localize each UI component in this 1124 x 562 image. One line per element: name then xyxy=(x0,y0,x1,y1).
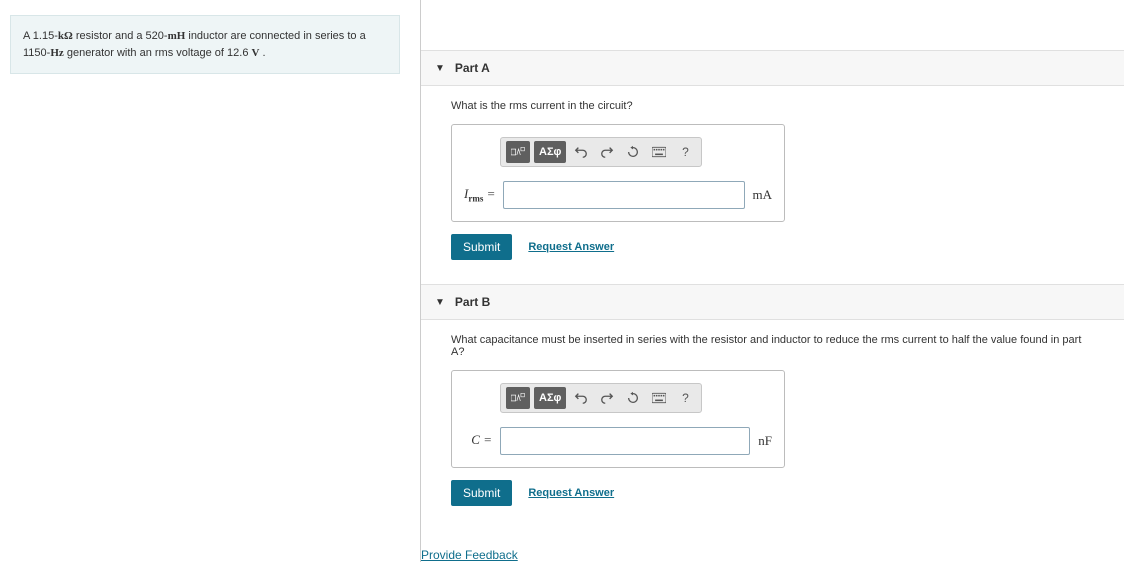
part-a-header[interactable]: ▼ Part A xyxy=(421,50,1124,86)
part-a-input[interactable] xyxy=(503,181,744,209)
reset-button[interactable] xyxy=(622,387,644,409)
part-b-header[interactable]: ▼ Part B xyxy=(421,284,1124,320)
part-b-unit: nF xyxy=(758,433,772,449)
part-b-request-answer-link[interactable]: Request Answer xyxy=(528,487,614,499)
problem-text-4: generator with an rms voltage of 12.6 xyxy=(64,47,252,59)
undo-button[interactable] xyxy=(570,141,592,163)
part-a-prompt: What is the rms current in the circuit? xyxy=(451,100,1094,112)
part-b-answer-box: ΑΣφ ? xyxy=(451,370,785,468)
part-a-submit-button[interactable]: Submit xyxy=(451,234,512,260)
part-a-request-answer-link[interactable]: Request Answer xyxy=(528,241,614,253)
symbols-button[interactable]: ΑΣφ xyxy=(534,141,566,163)
part-a-title: Part A xyxy=(455,61,490,75)
freq-unit: Hz xyxy=(50,47,63,59)
problem-text-1: A 1.15- xyxy=(23,30,58,42)
resistor-unit: kΩ xyxy=(58,30,73,42)
part-b: ▼ Part B What capacitance must be insert… xyxy=(421,284,1124,520)
keyboard-button[interactable] xyxy=(648,141,670,163)
inductor-unit: mH xyxy=(168,30,186,42)
help-button[interactable]: ? xyxy=(674,387,696,409)
part-b-submit-button[interactable]: Submit xyxy=(451,480,512,506)
collapse-icon: ▼ xyxy=(435,297,445,308)
reset-button[interactable] xyxy=(622,141,644,163)
part-a-unit: mA xyxy=(753,187,773,203)
part-b-variable: C = xyxy=(464,432,492,450)
problem-statement: A 1.15-kΩ resistor and a 520-mH inductor… xyxy=(10,15,400,74)
redo-button[interactable] xyxy=(596,141,618,163)
templates-button[interactable] xyxy=(506,387,530,409)
formula-toolbar: ΑΣφ ? xyxy=(500,137,702,167)
collapse-icon: ▼ xyxy=(435,63,445,74)
part-a: ▼ Part A What is the rms current in the … xyxy=(421,50,1124,274)
help-button[interactable]: ? xyxy=(674,141,696,163)
symbols-button[interactable]: ΑΣφ xyxy=(534,387,566,409)
part-a-variable: Irms = xyxy=(464,186,495,204)
problem-text-2: resistor and a 520- xyxy=(73,30,168,42)
part-b-title: Part B xyxy=(455,295,490,309)
templates-button[interactable] xyxy=(506,141,530,163)
undo-button[interactable] xyxy=(570,387,592,409)
redo-button[interactable] xyxy=(596,387,618,409)
problem-text-5: . xyxy=(259,47,265,59)
keyboard-button[interactable] xyxy=(648,387,670,409)
part-a-answer-box: ΑΣφ ? xyxy=(451,124,785,222)
part-b-input[interactable] xyxy=(500,427,750,455)
formula-toolbar: ΑΣφ ? xyxy=(500,383,702,413)
provide-feedback-link[interactable]: Provide Feedback xyxy=(421,548,518,562)
part-b-prompt: What capacitance must be inserted in ser… xyxy=(451,334,1094,358)
